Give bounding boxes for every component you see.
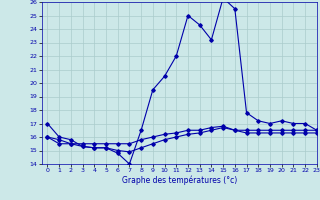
- X-axis label: Graphe des températures (°c): Graphe des températures (°c): [122, 176, 237, 185]
